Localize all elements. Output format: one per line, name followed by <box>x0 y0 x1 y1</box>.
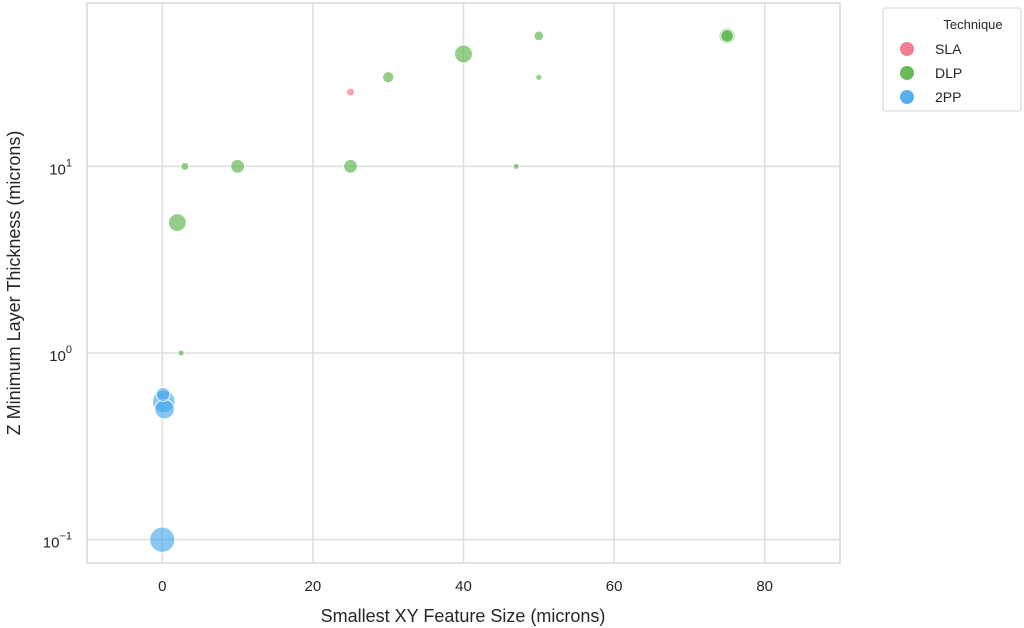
data-point-dlp <box>343 158 358 174</box>
data-point-sla <box>346 87 356 97</box>
y-tick-label: 101 <box>49 157 72 178</box>
data-point-2pp <box>149 526 176 553</box>
y-tick-label: 10−1 <box>43 531 72 552</box>
data-point-dlp <box>535 73 543 81</box>
legend-marker-sla <box>900 42 914 56</box>
legend-marker-2pp <box>900 90 914 104</box>
legend-label-2pp: 2PP <box>935 89 961 105</box>
legend-title: Technique <box>943 17 1002 32</box>
legend-label-dlp: DLP <box>935 65 962 81</box>
data-point-dlp <box>454 44 473 64</box>
y-axis-label: Z Minimum Layer Thickness (microns) <box>4 131 24 436</box>
y-tick-labels: 10−1 100 101 <box>43 157 72 551</box>
data-point-dlp <box>512 162 520 170</box>
data-point-dlp <box>720 29 734 43</box>
x-tick-label: 40 <box>455 578 472 595</box>
data-point-dlp <box>230 158 246 174</box>
legend-entries: SLA DLP 2PP <box>900 41 962 105</box>
plot-frame <box>86 2 841 564</box>
data-point-2pp <box>154 398 175 420</box>
data-point-dlp <box>533 30 545 42</box>
data-point-dlp <box>180 161 190 171</box>
x-tick-label: 60 <box>606 578 623 595</box>
legend-box <box>882 7 1022 112</box>
y-tick-label: 100 <box>49 344 72 365</box>
x-tick-label: 20 <box>305 578 322 595</box>
legend-label-sla: SLA <box>935 41 962 57</box>
legend-marker-dlp <box>900 66 914 80</box>
x-tick-labels: 0 20 40 60 80 <box>158 578 773 595</box>
data-point-dlp <box>382 71 395 84</box>
data-point-dlp <box>177 349 185 357</box>
legend: Technique SLA DLP 2PP <box>882 7 1022 112</box>
data-point-2pp <box>155 386 171 402</box>
x-tick-label: 0 <box>158 578 166 595</box>
gridlines <box>87 3 840 563</box>
data-point-dlp <box>167 213 187 232</box>
x-axis-label: Smallest XY Feature Size (microns) <box>321 606 606 626</box>
data-points <box>149 27 736 553</box>
x-tick-label: 80 <box>756 578 773 595</box>
